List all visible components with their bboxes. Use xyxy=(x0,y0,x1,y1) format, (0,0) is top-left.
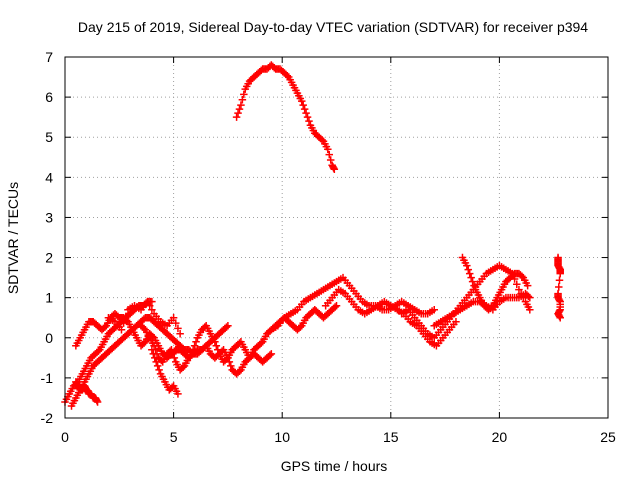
y-tick-label: 6 xyxy=(45,89,53,105)
data-point xyxy=(267,350,276,358)
data-point xyxy=(300,105,309,113)
x-axis-label: GPS time / hours xyxy=(281,458,388,474)
data-point xyxy=(167,346,176,354)
x-tick-label: 10 xyxy=(274,429,290,445)
data-point xyxy=(190,342,199,350)
data-point xyxy=(93,398,102,406)
y-tick-label: -1 xyxy=(41,370,54,386)
data-point xyxy=(299,101,307,109)
data-point xyxy=(463,261,471,270)
data-point xyxy=(169,350,177,358)
x-tick-label: 15 xyxy=(383,429,399,445)
data-point xyxy=(174,390,182,398)
data-point xyxy=(556,269,564,278)
data-point xyxy=(467,273,475,282)
data-point xyxy=(117,326,126,334)
axis-ticks: 0 5 10 15 20 25 -2 -1 0 1 2 3 4 5 6 7 xyxy=(41,49,616,445)
data-point xyxy=(332,301,341,310)
data-point xyxy=(189,346,197,354)
data-point xyxy=(153,362,162,370)
data-point xyxy=(555,276,564,285)
x-tick-label: 0 xyxy=(61,429,69,445)
data-point xyxy=(149,350,158,358)
data-point xyxy=(155,366,163,374)
data-point xyxy=(232,113,241,121)
data-point xyxy=(302,109,310,117)
data-point xyxy=(148,346,156,354)
y-tick-label: 3 xyxy=(45,209,53,225)
data-point xyxy=(192,338,200,346)
data-point xyxy=(324,145,332,154)
data-point xyxy=(464,265,473,274)
data-point xyxy=(465,269,474,278)
data-point xyxy=(143,297,152,306)
data-point xyxy=(151,354,159,362)
y-tick-label: 7 xyxy=(45,49,53,65)
data-point xyxy=(240,90,248,99)
data-point xyxy=(227,362,235,370)
data-point xyxy=(555,283,563,291)
data-point xyxy=(224,321,232,330)
data-point xyxy=(145,301,154,310)
plot-frame xyxy=(64,56,609,419)
data-point xyxy=(452,317,460,326)
sat-track-7 xyxy=(148,346,182,398)
sat-track-5 xyxy=(104,297,184,338)
y-tick-label: -2 xyxy=(41,410,54,426)
data-point xyxy=(150,342,158,350)
y-tick-label: 1 xyxy=(45,290,53,306)
data-point xyxy=(176,330,184,338)
data-point xyxy=(174,324,182,333)
y-tick-label: 5 xyxy=(45,129,53,145)
data-point xyxy=(470,281,478,290)
data-point xyxy=(212,342,221,350)
data-point xyxy=(119,319,128,327)
x-tick-label: 5 xyxy=(170,429,178,445)
data-point xyxy=(526,293,534,302)
y-tick-label: 2 xyxy=(45,250,53,266)
data-point xyxy=(513,280,521,289)
x-tick-label: 25 xyxy=(600,429,616,445)
sat-track-4 xyxy=(72,309,276,378)
y-tick-label: 0 xyxy=(45,330,53,346)
data-point xyxy=(235,105,244,113)
data-point xyxy=(556,313,564,322)
data-point xyxy=(170,354,179,362)
data-point xyxy=(148,305,156,314)
data-point xyxy=(152,358,160,366)
sat-track-10 xyxy=(321,285,460,350)
data-point xyxy=(430,305,438,314)
data-point xyxy=(122,312,130,321)
data-point xyxy=(237,101,245,109)
data-point xyxy=(305,117,313,125)
sat-track-14 xyxy=(554,253,564,322)
y-axis-label: SDTVAR / TECUs xyxy=(5,182,21,294)
data-point xyxy=(238,96,247,104)
data-point xyxy=(211,338,219,346)
data-points xyxy=(61,61,564,410)
data-point xyxy=(297,97,306,105)
data-point xyxy=(169,313,178,322)
data-point xyxy=(234,109,242,117)
data-point xyxy=(523,281,532,290)
data-point xyxy=(330,165,339,174)
y-tick-label: 4 xyxy=(45,169,53,185)
data-point xyxy=(468,277,477,286)
x-tick-label: 20 xyxy=(492,429,508,445)
sat-track-11 xyxy=(397,261,534,342)
data-point xyxy=(172,319,180,327)
sat-track-12 xyxy=(458,253,532,314)
sat-track-13 xyxy=(430,289,534,330)
sat-track-3 xyxy=(72,378,102,406)
chart-title: Day 215 of 2019, Sidereal Day-to-day VTE… xyxy=(78,19,588,35)
data-point xyxy=(325,150,334,159)
data-point xyxy=(326,156,335,164)
data-point xyxy=(526,305,534,314)
data-point xyxy=(214,346,222,354)
sat-track-8 xyxy=(232,61,339,174)
data-point xyxy=(303,113,312,121)
data-point xyxy=(515,285,523,294)
